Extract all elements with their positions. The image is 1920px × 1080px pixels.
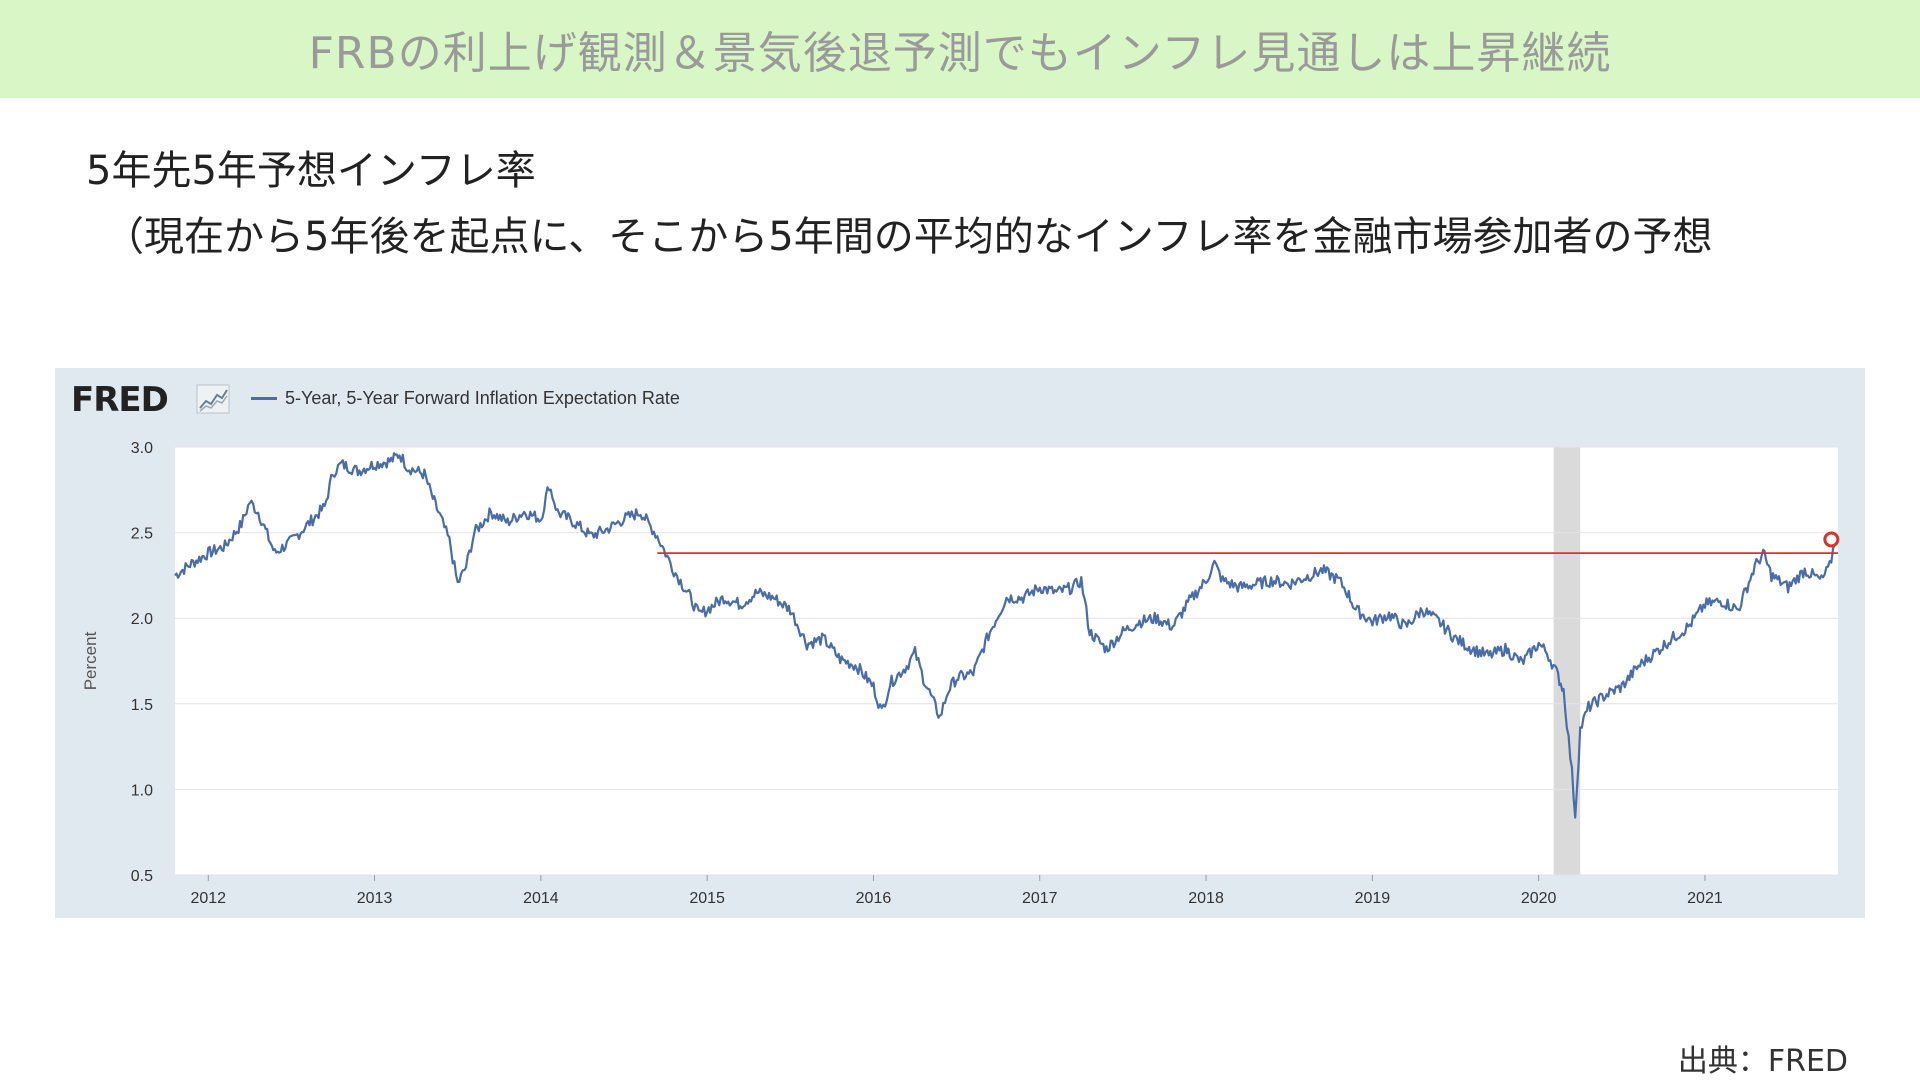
title-banner: FRBの利上げ観測＆景気後退予測でもインフレ見通しは上昇継続	[0, 0, 1920, 98]
x-tick-label: 2012	[190, 890, 226, 907]
y-tick-label: 2.5	[131, 526, 153, 543]
latest-value-marker	[1823, 531, 1840, 548]
y-axis-label: Percent	[81, 631, 100, 690]
fred-logo: FRED	[71, 380, 169, 420]
x-tick-label: 2019	[1355, 890, 1391, 907]
fred-chart-panel: FRED 5-Year, 5-Year Forward Inflation Ex…	[55, 368, 1865, 918]
x-tick-label: 2015	[689, 890, 725, 907]
banner-title: FRBの利上げ観測＆景気後退予測でもインフレ見通しは上昇継続	[308, 28, 1612, 79]
x-tick-label: 2013	[357, 890, 393, 907]
legend-series-label: 5-Year, 5-Year Forward Inflation Expecta…	[285, 388, 680, 408]
y-tick-label: 1.5	[131, 697, 153, 714]
plot-area	[175, 447, 1838, 875]
y-tick-label: 3.0	[131, 440, 153, 457]
x-tick-label: 2016	[856, 890, 892, 907]
x-tick-label: 2020	[1521, 890, 1557, 907]
series-line	[174, 452, 1836, 819]
fred-graph-icon	[196, 384, 230, 414]
line-chart: 0.5 1.0 1.5 2.0 2.5 3.0 2012 2013 2014 2015 2016 20…	[81, 440, 1840, 907]
chart-heading: 5年先5年予想インフレ率	[86, 148, 536, 194]
y-tick-label: 2.0	[131, 611, 153, 628]
source-credit: 出典：FRED	[1677, 1044, 1848, 1079]
legend-swatch	[251, 397, 277, 400]
x-tick-label: 2018	[1188, 890, 1224, 907]
y-tick-label: 0.5	[131, 868, 153, 885]
chart-legend: 5-Year, 5-Year Forward Inflation Expecta…	[251, 388, 680, 409]
x-tick-label: 2017	[1022, 890, 1058, 907]
y-tick-label: 1.0	[131, 782, 153, 799]
x-tick-label: 2014	[523, 890, 559, 907]
x-tick-label: 2021	[1687, 890, 1723, 907]
chart-subheading: （現在から5年後を起点に、そこから5年間の平均的なインフレ率を金融市場参加者の予…	[104, 214, 1713, 260]
